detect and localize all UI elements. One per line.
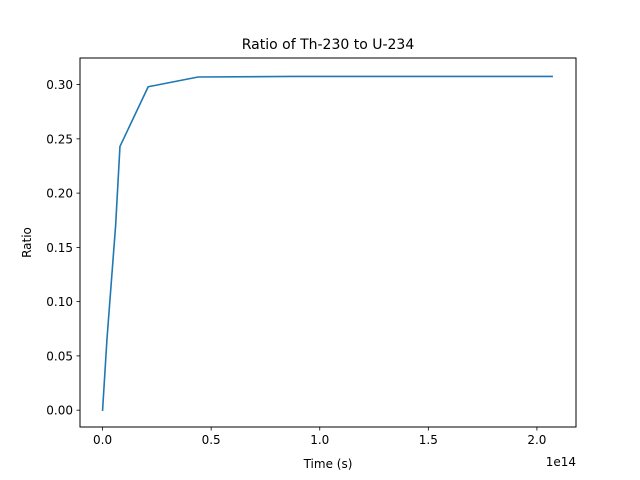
x-axis-label: Time (s)	[303, 457, 353, 471]
plot-area: 0.0 0.5 1.0 1.5 2.0 0.00 0.05 0.10 0.15 0.20 0.25…	[46, 57, 577, 447]
y-axis-ticks: 0.00 0.05 0.10 0.15 0.20 0.25 0.30	[46, 78, 80, 418]
x-tick-label: 2.0	[527, 433, 546, 447]
y-tick-label: 0.15	[46, 241, 73, 255]
x-tick-label: 0.0	[93, 433, 112, 447]
chart-title: Ratio of Th-230 to U-234	[242, 37, 415, 53]
axes-frame	[79, 57, 577, 428]
y-tick-label: 0.00	[46, 404, 73, 418]
series-line	[101, 75, 553, 412]
x-tick-label: 0.5	[202, 433, 221, 447]
y-tick-label: 0.10	[46, 295, 73, 309]
x-tick-label: 1.5	[419, 433, 438, 447]
x-axis-offset-label: 1e14	[546, 455, 576, 469]
y-axis-label: Ratio	[20, 227, 34, 258]
y-tick-label: 0.25	[46, 132, 73, 146]
y-tick-label: 0.30	[46, 78, 73, 92]
y-tick-label: 0.05	[46, 349, 73, 363]
series-layer	[101, 75, 553, 412]
x-axis-ticks: 0.0 0.5 1.0 1.5 2.0	[93, 427, 546, 447]
x-tick-label: 1.0	[310, 433, 329, 447]
y-tick-label: 0.20	[46, 187, 73, 201]
